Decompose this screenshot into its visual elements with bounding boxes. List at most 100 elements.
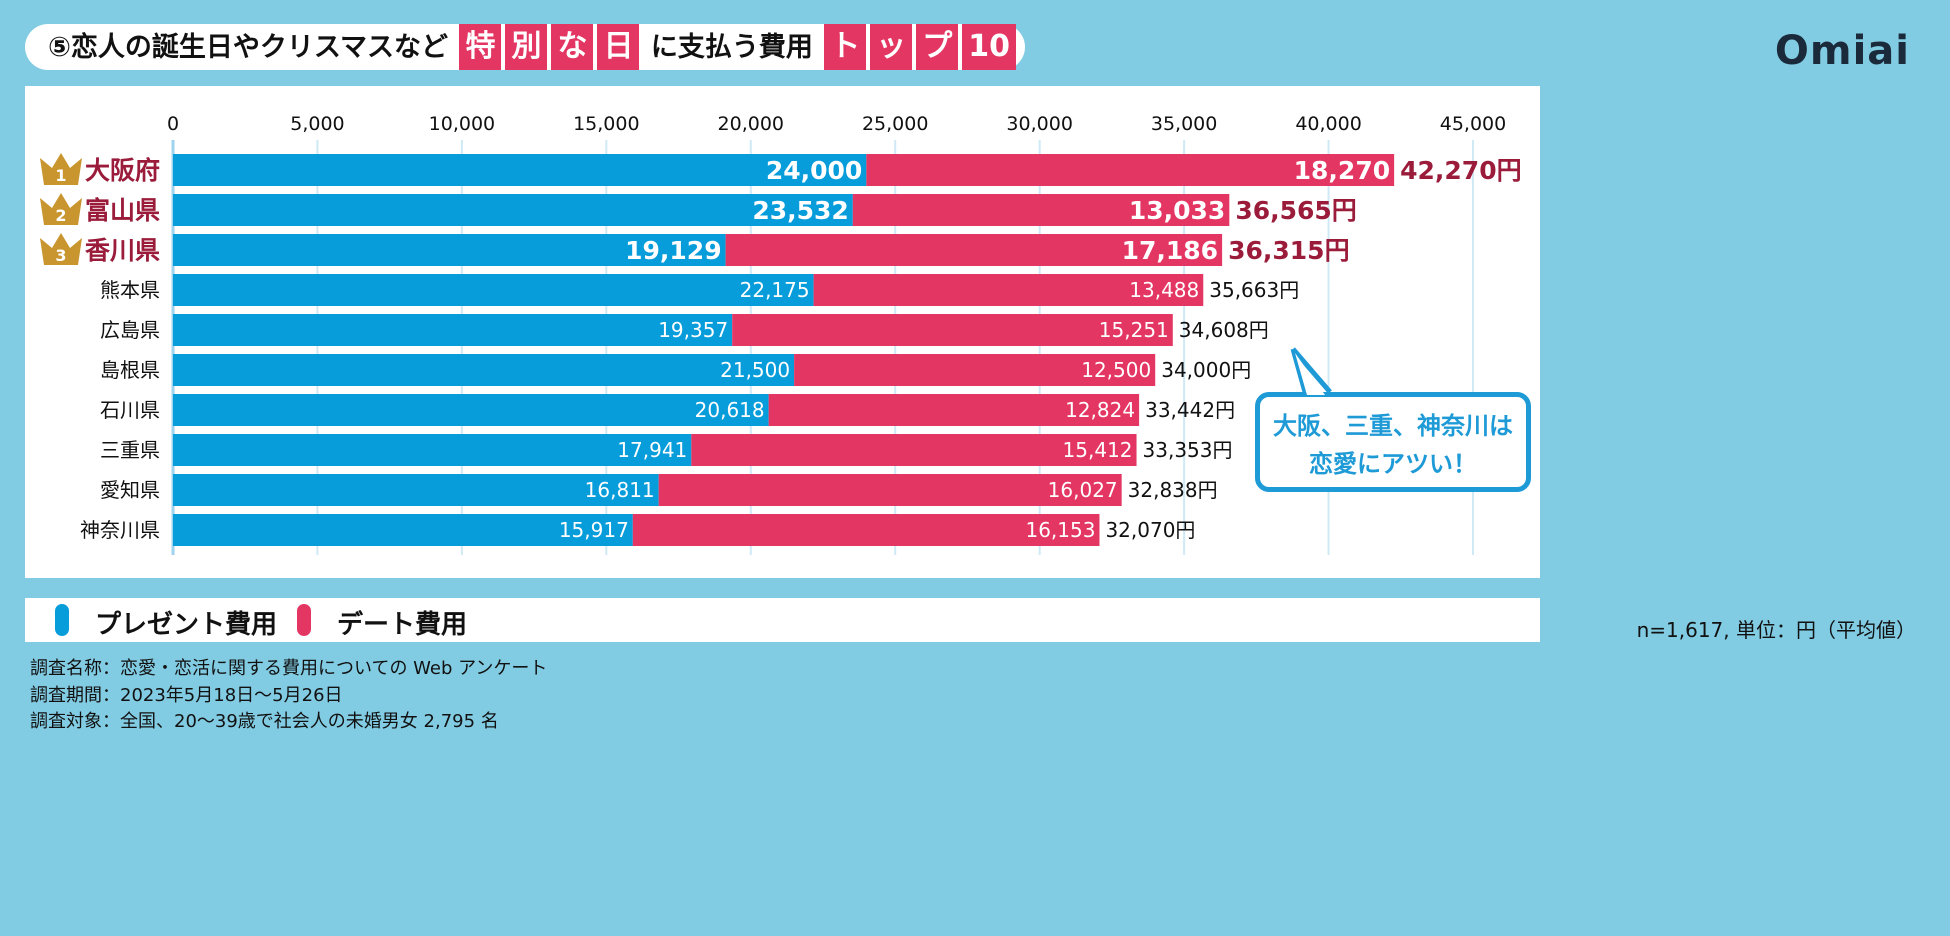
value-label-present: 22,175 — [740, 278, 810, 302]
bar-present — [173, 394, 769, 426]
title-highlight: 10 — [962, 24, 1017, 70]
bar-present — [173, 514, 633, 546]
crown-icon — [40, 233, 82, 265]
value-label-date: 18,270 — [1294, 156, 1390, 185]
x-tick-label: 45,000 — [1440, 113, 1506, 135]
legend-label: デート費用 — [337, 610, 468, 640]
legend: プレゼント費用 デート費用 — [25, 598, 1540, 642]
total-label: 42,270円 — [1400, 156, 1521, 185]
title-highlight: 特 — [459, 24, 502, 70]
bar-date — [632, 514, 1100, 546]
category-label: 香川県 — [85, 236, 160, 265]
legend-label: プレゼント費用 — [95, 610, 278, 640]
total-label: 34,608円 — [1179, 318, 1269, 342]
category-label: 三重県 — [100, 438, 160, 462]
bar-date — [813, 274, 1204, 306]
bar-date — [794, 354, 1156, 386]
total-label: 33,353円 — [1143, 438, 1233, 462]
chart-title: ⑤恋人の誕生日やクリスマスなど 特別な日 に支払う費用 トップ 10 — [48, 24, 1018, 71]
callout-line: 恋愛にアツい！ — [1309, 450, 1477, 478]
x-tick-label: 20,000 — [718, 113, 784, 135]
rank-number: 2 — [55, 206, 66, 225]
x-tick-label: 25,000 — [862, 113, 928, 135]
total-label: 32,070円 — [1105, 518, 1195, 542]
legend-swatch-present — [55, 604, 69, 636]
bar-date — [852, 194, 1230, 226]
bar-date — [725, 234, 1223, 266]
x-tick-label: 10,000 — [429, 113, 495, 135]
sample-note: n=1,617, 単位：円（平均値） — [1636, 618, 1916, 642]
value-label-date: 12,500 — [1081, 358, 1151, 382]
title-prefix: ⑤恋人の誕生日やクリスマスなど — [48, 32, 449, 63]
value-label-present: 20,618 — [695, 398, 765, 422]
bar-present — [173, 434, 692, 466]
x-tick-label: 5,000 — [290, 113, 344, 135]
value-label-date: 12,824 — [1065, 398, 1135, 422]
bar-date — [866, 154, 1395, 186]
bar-present — [173, 194, 853, 226]
x-tick-label: 0 — [167, 113, 179, 135]
value-label-present: 19,357 — [658, 318, 728, 342]
rank-number: 3 — [55, 246, 66, 265]
value-label-present: 21,500 — [720, 358, 790, 382]
x-tick-label: 40,000 — [1295, 113, 1361, 135]
crown-icon — [40, 153, 82, 185]
footer-line: 調査対象：全国、20〜39歳で社会人の未婚男女 2,795 名 — [30, 711, 499, 732]
footer-line: 調査期間：2023年5月18日〜5月26日 — [30, 685, 343, 706]
total-label: 34,000円 — [1161, 358, 1251, 382]
total-label: 35,663円 — [1209, 278, 1299, 302]
total-label: 32,838円 — [1128, 478, 1218, 502]
bar-present — [173, 314, 733, 346]
value-label-date: 15,412 — [1063, 438, 1133, 462]
omiai-logo: Omiai — [1774, 28, 1910, 74]
total-label: 36,315円 — [1228, 236, 1349, 265]
category-label: 熊本県 — [100, 278, 160, 302]
value-label-date: 17,186 — [1122, 236, 1218, 265]
bar-present — [173, 154, 867, 186]
footer-line: 調査名称：恋愛・恋活に関する費用についての Web アンケート — [30, 658, 548, 679]
value-label-present: 15,917 — [559, 518, 629, 542]
category-label: 大阪府 — [85, 156, 160, 185]
category-label: 広島県 — [100, 318, 160, 342]
x-tick-label: 30,000 — [1006, 113, 1072, 135]
bar-present — [173, 234, 726, 266]
title-middle: に支払う費用 — [650, 32, 813, 63]
legend-swatch-date — [297, 604, 311, 636]
title-highlight: 日 — [597, 24, 640, 70]
value-label-present: 23,532 — [752, 196, 848, 225]
value-label-present: 16,811 — [585, 478, 655, 502]
callout-tail — [1290, 347, 1332, 395]
bar-present — [173, 274, 814, 306]
bar-date — [658, 474, 1122, 506]
value-label-present: 17,941 — [617, 438, 687, 462]
title-highlight: 別 — [505, 24, 548, 70]
title-highlight: ッ — [870, 24, 913, 70]
crown-icon — [40, 193, 82, 225]
category-label: 神奈川県 — [80, 518, 160, 542]
bar-present — [173, 354, 795, 386]
value-label-date: 13,033 — [1129, 196, 1225, 225]
value-label-present: 19,129 — [625, 236, 721, 265]
bar-date — [691, 434, 1137, 466]
value-label-present: 24,000 — [766, 156, 862, 185]
total-label: 36,565円 — [1235, 196, 1356, 225]
title-highlight: な — [551, 24, 594, 70]
category-label: 愛知県 — [100, 478, 160, 502]
bar-date — [768, 394, 1140, 426]
value-label-date: 13,488 — [1129, 278, 1199, 302]
value-label-date: 16,153 — [1025, 518, 1095, 542]
category-label: 富山県 — [85, 196, 160, 225]
rank-number: 1 — [55, 166, 66, 185]
bar-present — [173, 474, 659, 506]
value-label-date: 15,251 — [1099, 318, 1169, 342]
x-tick-label: 15,000 — [573, 113, 639, 135]
title-highlight: プ — [916, 24, 959, 70]
bar-date — [732, 314, 1173, 346]
value-label-date: 16,027 — [1048, 478, 1118, 502]
callout-bubble: 大阪、三重、神奈川は 恋愛にアツい！ — [1255, 392, 1531, 492]
total-label: 33,442円 — [1145, 398, 1235, 422]
category-label: 島根県 — [100, 358, 160, 382]
category-label: 石川県 — [100, 398, 160, 422]
callout-line: 大阪、三重、神奈川は — [1273, 412, 1513, 440]
title-highlight: ト — [824, 24, 867, 70]
